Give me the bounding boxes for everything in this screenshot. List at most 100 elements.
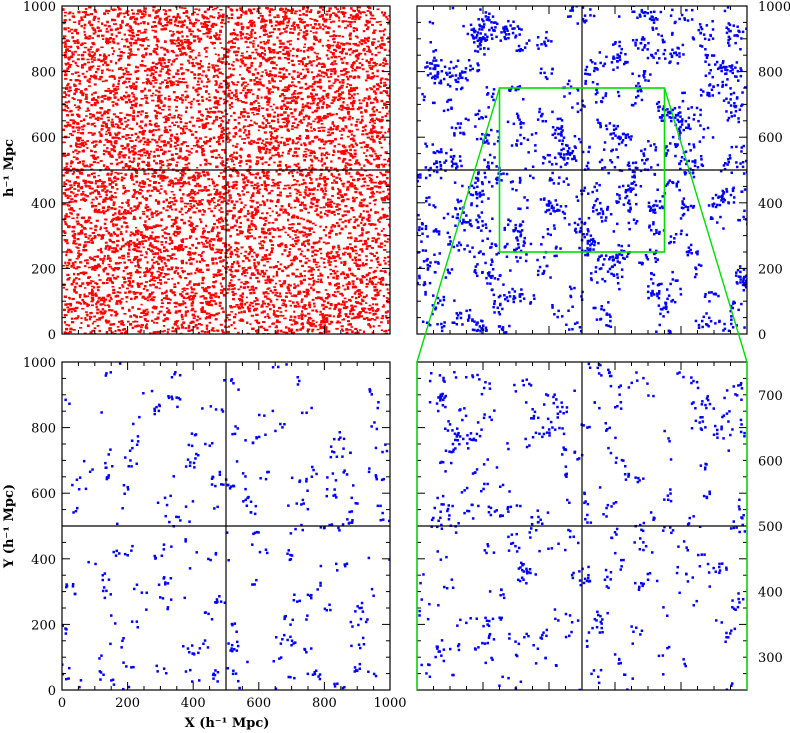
data-point	[320, 154, 323, 157]
data-point	[171, 158, 175, 161]
data-point	[109, 199, 113, 201]
data-point	[366, 101, 369, 105]
data-point	[173, 182, 177, 185]
data-point	[346, 186, 350, 189]
data-point	[109, 323, 113, 326]
data-point	[330, 250, 333, 253]
data-point	[281, 269, 285, 273]
data-point	[335, 321, 339, 324]
data-point	[321, 298, 324, 301]
data-point	[148, 52, 153, 56]
data-point	[292, 319, 296, 322]
data-point	[209, 35, 213, 38]
data-point	[243, 272, 246, 275]
data-point	[351, 248, 354, 251]
data-point	[80, 144, 84, 147]
data-point	[351, 130, 354, 133]
data-point	[274, 136, 277, 139]
data-point	[177, 41, 181, 45]
data-point	[183, 39, 187, 41]
data-point	[138, 9, 142, 12]
data-point	[273, 111, 277, 114]
data-point	[171, 133, 174, 137]
data-point	[189, 256, 192, 259]
data-point	[82, 92, 85, 95]
data-point	[285, 326, 288, 329]
data-point	[214, 280, 218, 283]
data-point	[339, 137, 343, 140]
data-point	[136, 282, 139, 285]
data-point	[356, 44, 360, 47]
data-point	[371, 117, 374, 120]
data-point	[266, 315, 270, 318]
data-point	[250, 228, 253, 231]
data-point	[375, 83, 380, 86]
data-point	[125, 24, 129, 27]
data-point	[167, 59, 171, 61]
data-point	[194, 89, 198, 92]
data-point	[106, 140, 110, 143]
data-point	[66, 114, 69, 117]
data-point	[76, 222, 81, 225]
data-point	[185, 261, 188, 265]
data-point	[277, 144, 280, 147]
data-point	[266, 175, 270, 177]
data-point	[314, 325, 317, 328]
data-point	[296, 24, 300, 27]
data-point	[289, 49, 292, 52]
data-point	[290, 12, 294, 15]
data-point	[210, 200, 214, 202]
data-point	[293, 108, 297, 111]
data-point	[281, 99, 285, 103]
data-point	[172, 253, 176, 256]
data-point	[85, 143, 88, 146]
data-point	[66, 121, 70, 124]
data-point	[185, 106, 189, 109]
data-point	[136, 260, 139, 264]
data-point	[198, 52, 201, 54]
data-point	[180, 303, 184, 306]
data-point	[275, 20, 279, 23]
data-point	[126, 23, 130, 25]
data-point	[152, 9, 155, 12]
data-point	[141, 181, 145, 185]
data-point	[81, 191, 85, 193]
data-point	[255, 253, 259, 257]
data-point	[235, 220, 239, 224]
data-point	[182, 321, 186, 324]
data-point	[286, 40, 290, 43]
data-point	[184, 211, 188, 214]
data-point	[214, 106, 219, 109]
data-point	[109, 239, 112, 243]
data-point	[277, 321, 281, 323]
data-point	[114, 8, 117, 11]
data-point	[319, 99, 322, 102]
data-point	[151, 99, 155, 102]
data-point	[308, 115, 311, 119]
data-point	[351, 145, 355, 148]
data-point	[308, 187, 311, 190]
data-point	[180, 207, 183, 211]
data-point	[140, 127, 144, 129]
data-point	[266, 171, 269, 175]
data-point	[379, 269, 383, 272]
data-point	[259, 216, 263, 219]
data-point	[359, 280, 364, 282]
data-point	[227, 95, 231, 98]
data-point	[362, 243, 365, 246]
data-point	[324, 327, 328, 331]
data-point	[126, 124, 129, 126]
data-point	[372, 76, 375, 79]
data-point	[367, 39, 370, 43]
data-point	[156, 45, 159, 48]
data-point	[116, 126, 119, 129]
data-point	[287, 227, 291, 229]
data-point	[263, 201, 266, 205]
data-point	[220, 285, 223, 287]
data-point	[262, 327, 266, 330]
data-point	[330, 226, 333, 229]
data-point	[112, 217, 116, 221]
data-point	[265, 269, 268, 272]
data-point	[141, 235, 145, 239]
data-point	[336, 41, 340, 44]
